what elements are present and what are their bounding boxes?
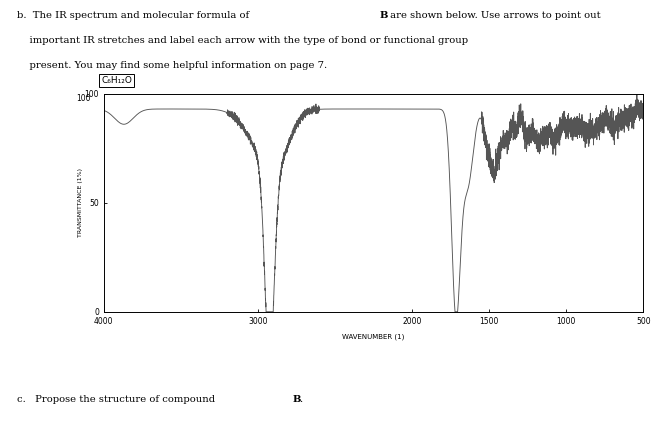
Text: .: . bbox=[299, 395, 303, 404]
Text: B: B bbox=[293, 395, 302, 404]
Y-axis label: TRANSMITTANCE (1%): TRANSMITTANCE (1%) bbox=[78, 168, 83, 237]
Text: important IR stretches and label each arrow with the type of bond or functional : important IR stretches and label each ar… bbox=[17, 36, 468, 45]
Text: present. You may find some helpful information on page 7.: present. You may find some helpful infor… bbox=[17, 61, 327, 71]
Text: b.  The IR spectrum and molecular formula of: b. The IR spectrum and molecular formula… bbox=[17, 11, 252, 20]
Text: 100: 100 bbox=[76, 94, 90, 103]
Text: c.   Propose the structure of compound: c. Propose the structure of compound bbox=[17, 395, 218, 404]
Text: B: B bbox=[379, 11, 387, 20]
X-axis label: WAVENUMBER (1): WAVENUMBER (1) bbox=[342, 334, 405, 340]
Text: C₆H₁₂O: C₆H₁₂O bbox=[101, 76, 132, 85]
Text: are shown below. Use arrows to point out: are shown below. Use arrows to point out bbox=[387, 11, 601, 20]
